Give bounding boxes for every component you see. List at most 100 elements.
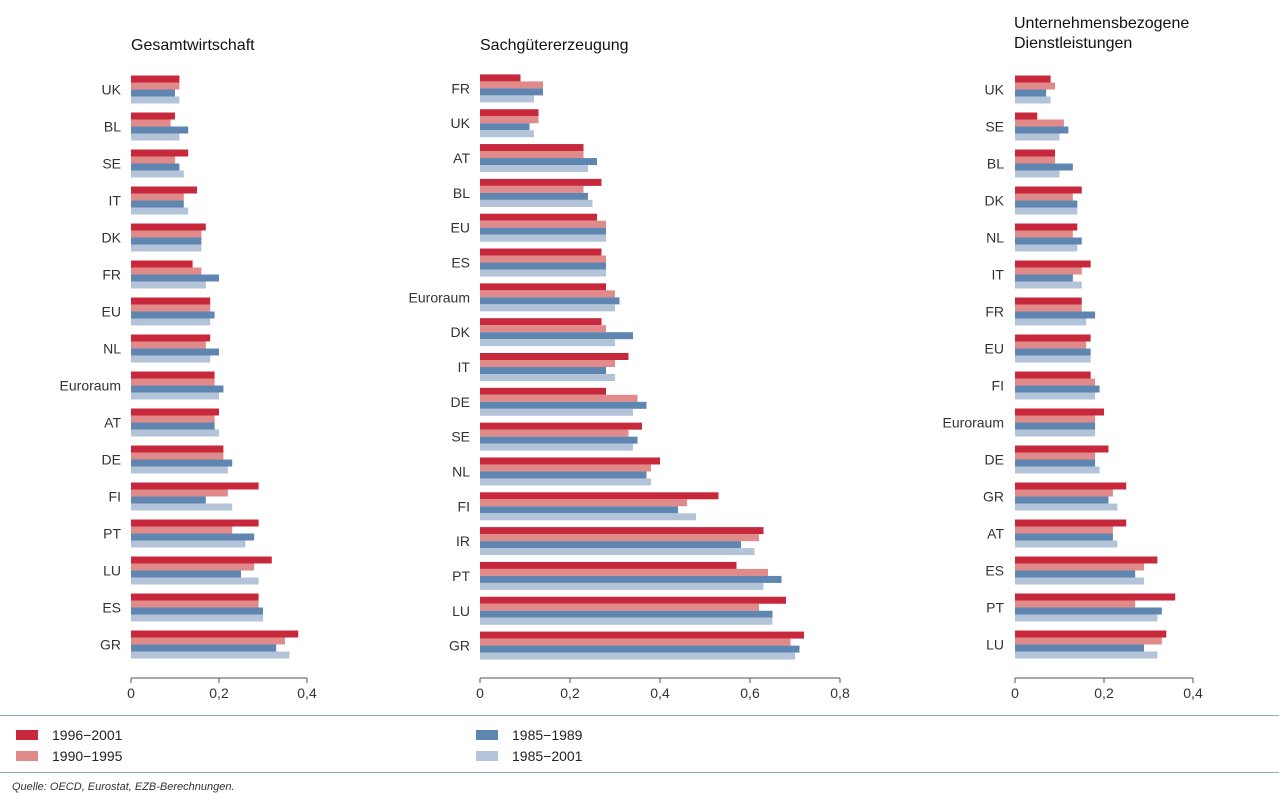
bar: [1015, 452, 1096, 460]
bar: [131, 563, 255, 571]
bar: [131, 630, 299, 638]
bar: [131, 392, 219, 400]
bar: [1015, 422, 1096, 430]
bar: [131, 274, 219, 282]
bar: [131, 415, 215, 423]
bar: [480, 610, 773, 618]
bar: [1015, 267, 1082, 275]
category-label: PT: [452, 568, 470, 584]
legend-label: 1990−1995: [52, 748, 123, 764]
bar: [131, 230, 202, 238]
bar: [1015, 408, 1104, 416]
bar: [480, 74, 521, 82]
x-tick-label: 0: [127, 685, 135, 701]
bar: [131, 378, 215, 386]
chart-title-sachgueter: Sachgütererzeugung: [480, 37, 629, 54]
bar: [131, 422, 215, 430]
bar: [480, 638, 791, 646]
bar: [480, 192, 588, 200]
bar: [480, 151, 584, 159]
bar: [1015, 200, 1078, 208]
category-label: SE: [985, 119, 1004, 135]
category-label: EU: [102, 304, 121, 320]
bar: [1015, 311, 1096, 319]
bar: [1015, 230, 1073, 238]
bar: [1015, 630, 1167, 638]
bar: [1015, 318, 1087, 326]
bar: [480, 513, 696, 521]
legend-swatch: [16, 730, 38, 740]
bar: [1015, 563, 1145, 571]
bar: [480, 429, 629, 437]
bar: [1015, 607, 1162, 615]
bar: [131, 452, 224, 460]
category-label: LU: [103, 563, 121, 579]
bar: [1015, 533, 1113, 541]
bar: [480, 304, 615, 312]
category-label: PT: [103, 526, 121, 542]
bar: [480, 248, 602, 256]
bar: [1015, 89, 1047, 97]
bar: [131, 556, 272, 564]
legend-swatch: [476, 751, 498, 761]
bar: [131, 156, 175, 164]
bar: [131, 304, 211, 312]
bar: [131, 577, 259, 585]
legend-swatch: [16, 751, 38, 761]
bar: [480, 283, 606, 291]
bar: [480, 401, 647, 409]
category-label: EU: [985, 341, 1004, 357]
bar: [1015, 82, 1056, 90]
x-tick-label: 0,8: [830, 685, 850, 701]
bar: [480, 220, 606, 228]
bar: [1015, 644, 1145, 652]
bar: [1015, 281, 1082, 289]
bar: [480, 534, 759, 542]
bar: [480, 492, 719, 500]
category-label: UK: [451, 115, 471, 131]
bar: [1015, 355, 1091, 363]
category-label: UK: [102, 82, 122, 98]
category-label: IT: [992, 267, 1005, 283]
bar: [480, 478, 651, 486]
bar: [480, 394, 638, 402]
category-label: FI: [458, 498, 470, 514]
bar: [131, 207, 189, 215]
bar: [480, 185, 584, 193]
bar: [480, 457, 660, 465]
bar: [1015, 133, 1060, 141]
category-label: DE: [102, 452, 121, 468]
bar: [480, 339, 615, 347]
bar: [1015, 556, 1158, 564]
bar: [131, 459, 233, 467]
category-label: IT: [458, 359, 471, 375]
bar: [1015, 445, 1109, 453]
bar: [131, 96, 180, 104]
category-label: GR: [983, 489, 1004, 505]
bar: [480, 568, 768, 576]
bar: [480, 178, 602, 186]
bar: [1015, 207, 1078, 215]
bar: [131, 281, 206, 289]
bar: [480, 436, 638, 444]
bar: [1015, 163, 1073, 171]
bar: [1015, 503, 1118, 511]
bar: [1015, 651, 1158, 659]
bar: [131, 526, 233, 534]
bar: [131, 193, 184, 201]
bar: [131, 267, 202, 275]
bar: [480, 631, 804, 639]
category-label: NL: [986, 230, 1004, 246]
bar: [480, 353, 629, 360]
bar: [1015, 96, 1051, 104]
bar: [480, 325, 606, 333]
bar: [131, 496, 206, 504]
category-label: Euroraum: [943, 415, 1004, 431]
x-tick-label: 0: [1011, 685, 1019, 701]
bar: [480, 95, 534, 103]
x-tick-label: 0,4: [650, 685, 670, 701]
bar: [131, 466, 228, 474]
bar: [131, 429, 219, 437]
bar: [131, 408, 219, 416]
bar: [131, 593, 259, 601]
